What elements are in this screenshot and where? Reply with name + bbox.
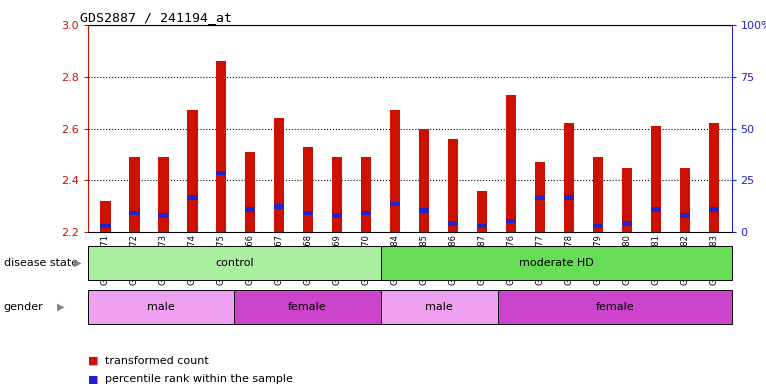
Text: ■: ■ [88, 374, 99, 384]
Bar [332, 157, 342, 232]
Text: ▶: ▶ [57, 302, 65, 312]
Bar [622, 221, 632, 226]
Text: GDS2887 / 241194_at: GDS2887 / 241194_at [80, 12, 232, 25]
Bar [159, 157, 169, 232]
Text: male: male [147, 302, 175, 312]
Bar [245, 152, 256, 232]
Bar [303, 211, 313, 215]
Bar [245, 207, 256, 212]
Bar [535, 162, 545, 232]
Bar [188, 111, 198, 232]
Bar [651, 126, 661, 232]
Bar [498, 290, 732, 324]
Bar [651, 207, 661, 212]
Bar [88, 246, 381, 280]
Bar [564, 124, 574, 232]
Bar [593, 157, 604, 232]
Bar [622, 167, 632, 232]
Bar [506, 218, 516, 223]
Bar [709, 207, 719, 212]
Bar [680, 167, 690, 232]
Bar [535, 195, 545, 200]
Bar [564, 195, 574, 200]
Text: moderate HD: moderate HD [519, 258, 594, 268]
Bar [274, 118, 284, 232]
Bar [129, 157, 139, 232]
Text: transformed count: transformed count [105, 356, 208, 366]
Text: ▶: ▶ [74, 258, 82, 268]
Text: percentile rank within the sample: percentile rank within the sample [105, 374, 293, 384]
Bar [100, 201, 110, 232]
Bar [419, 129, 430, 232]
Bar [188, 195, 198, 200]
Bar [362, 211, 372, 215]
Text: control: control [215, 258, 254, 268]
Text: gender: gender [4, 302, 44, 312]
Bar [274, 204, 284, 209]
Bar [680, 214, 690, 218]
Bar [88, 290, 234, 324]
Text: female: female [288, 302, 327, 312]
Bar [381, 246, 732, 280]
Bar [332, 214, 342, 218]
Bar [381, 290, 498, 324]
Bar [362, 157, 372, 232]
Bar [303, 147, 313, 232]
Bar [419, 208, 430, 213]
Bar [234, 290, 381, 324]
Bar [100, 224, 110, 228]
Bar [159, 214, 169, 218]
Bar [448, 139, 458, 232]
Text: male: male [425, 302, 453, 312]
Text: disease state: disease state [4, 258, 78, 268]
Bar [593, 224, 604, 228]
Bar [506, 95, 516, 232]
Bar [390, 111, 401, 232]
Bar [477, 191, 487, 232]
Bar [709, 124, 719, 232]
Bar [477, 224, 487, 228]
Text: ■: ■ [88, 356, 99, 366]
Bar [216, 170, 227, 175]
Bar [129, 211, 139, 215]
Bar [216, 61, 227, 232]
Bar [448, 221, 458, 226]
Bar [390, 202, 401, 207]
Text: female: female [595, 302, 633, 312]
